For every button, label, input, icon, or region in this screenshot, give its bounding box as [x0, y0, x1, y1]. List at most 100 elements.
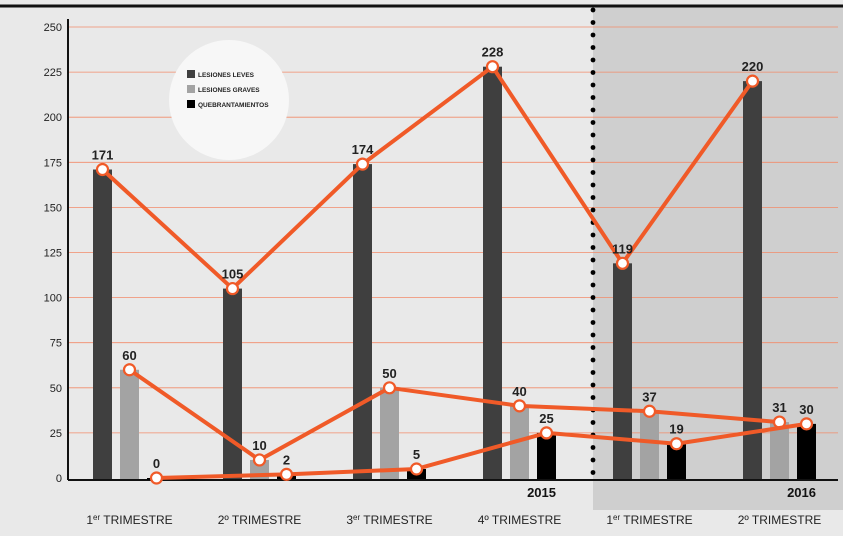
separator-dot	[590, 245, 596, 250]
value-label: 0	[153, 456, 160, 471]
data-point-marker	[485, 60, 500, 74]
separator-dot	[590, 95, 596, 100]
trend-line-lesiones-graves	[128, 368, 780, 462]
separator-dot	[590, 307, 596, 313]
category-labels: 1er TRIMESTRE 2º TRIMESTRE 3er TRIMESTRE 4º…	[86, 513, 821, 527]
separator-dot	[590, 270, 596, 275]
data-point-marker	[225, 281, 240, 296]
data-point-marker	[252, 453, 267, 467]
y-tick-label: 0	[56, 473, 62, 485]
y-tick-label: 200	[44, 112, 62, 124]
category-label: 2º TRIMESTRE	[738, 513, 822, 527]
separator-dot	[590, 170, 596, 175]
separator-dot	[590, 320, 596, 325]
legend-label: LESIONES GRAVES	[198, 87, 260, 94]
value-label: 10	[252, 438, 266, 453]
data-point-marker	[745, 74, 760, 88]
y-tick-label: 225	[44, 67, 62, 79]
value-label: 119	[612, 241, 633, 256]
separator-dot	[590, 357, 596, 363]
separator-dot	[590, 232, 596, 238]
separator-dot	[590, 70, 596, 75]
bar-lesiones-leves	[743, 81, 762, 480]
data-point-marker	[95, 162, 110, 177]
value-label: 2	[283, 452, 290, 467]
separator-dot	[590, 120, 596, 125]
separator-dot	[590, 195, 596, 200]
data-point-marker	[149, 471, 164, 485]
data-point-marker	[642, 404, 657, 418]
legend-label: QUEBRANTAMIENTOS	[198, 102, 269, 109]
data-point-marker	[355, 157, 370, 171]
bar-quebrantamientos	[797, 423, 816, 479]
y-tick-label: 100	[44, 293, 62, 305]
bar-lesiones-graves	[120, 369, 139, 479]
y-tick-label: 25	[50, 428, 62, 440]
value-label: 50	[382, 366, 396, 381]
data-point-marker	[409, 462, 424, 476]
separator-dot	[590, 382, 596, 388]
value-label: 171	[92, 148, 114, 163]
data-point-marker	[669, 437, 684, 451]
separator-dot	[590, 182, 596, 188]
category-label: 4º TRIMESTRE	[478, 513, 562, 527]
separator-dot	[590, 132, 596, 138]
category-label: 1er TRIMESTRE	[606, 513, 692, 527]
category-label: 1er TRIMESTRE	[86, 513, 172, 527]
data-point-marker	[279, 467, 294, 481]
y-tick-label: 50	[50, 383, 62, 395]
value-label: 220	[742, 59, 764, 74]
bar-lesiones-leves	[93, 169, 112, 480]
y-tick-label: 150	[44, 202, 62, 214]
value-label: 40	[512, 384, 526, 399]
value-label: 60	[122, 348, 136, 363]
data-point-marker	[615, 256, 630, 270]
year-label: 2016	[787, 485, 816, 500]
data-point-marker	[382, 381, 397, 395]
separator-dot	[590, 145, 596, 150]
value-label: 25	[539, 411, 553, 426]
separator-dot	[590, 207, 596, 213]
separator-dot	[590, 457, 596, 463]
data-point-marker	[799, 417, 814, 431]
separator-dot	[590, 395, 596, 400]
value-label: 174	[352, 142, 374, 157]
separator-dot	[590, 445, 596, 450]
separator-dot	[590, 420, 596, 425]
trend-lines	[95, 60, 814, 485]
bar-lesiones-graves	[770, 422, 789, 479]
separator-dot	[590, 45, 596, 50]
category-label: 2º TRIMESTRE	[218, 513, 302, 527]
separator-dot	[590, 370, 596, 375]
separator-dot	[590, 57, 596, 63]
y-tick-label: 175	[44, 157, 62, 169]
value-label: 5	[413, 447, 420, 462]
separator-dot	[590, 20, 596, 25]
legend-background	[169, 40, 289, 160]
separator-dot	[590, 295, 596, 300]
value-label: 31	[772, 400, 786, 415]
bar-lesiones-graves	[380, 387, 399, 479]
year-labels: 2015 2016	[527, 485, 816, 500]
legend-swatch	[187, 100, 195, 108]
bar-lesiones-leves	[613, 263, 632, 479]
legend-label: LESIONES LEVES	[198, 72, 255, 79]
bar-lesiones-leves	[223, 288, 242, 479]
value-label: 105	[222, 267, 244, 282]
separator-dot	[590, 345, 596, 350]
value-label: 30	[799, 402, 813, 417]
bar-lesiones-graves	[640, 411, 659, 479]
legend-swatch	[187, 70, 195, 78]
data-point-marker	[122, 363, 137, 377]
data-point-marker	[512, 399, 527, 413]
separator-dot	[590, 157, 596, 163]
separator-dot	[590, 332, 596, 338]
y-tick-label: 125	[44, 248, 62, 260]
year-separator	[590, 7, 596, 475]
separator-dot	[590, 107, 596, 113]
bar-quebrantamientos	[667, 443, 686, 479]
trend-line-quebrantamientos	[156, 421, 807, 480]
